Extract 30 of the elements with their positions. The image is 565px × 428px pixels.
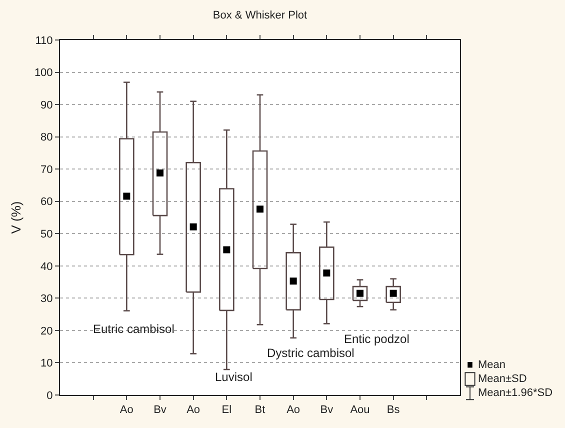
text: Mean <box>478 359 506 371</box>
annotation: Luvisol <box>215 370 252 384</box>
y-axis-title: V (%) <box>8 201 24 234</box>
annotation: Entic podzol <box>344 332 410 346</box>
x-tick-label: Ao <box>186 404 200 416</box>
chart-title: Box & Whisker Plot <box>212 9 308 22</box>
x-tick-label: Aou <box>350 404 370 416</box>
text: Mean±SD <box>478 373 527 385</box>
y-tick-label: 70 <box>40 164 53 176</box>
annotation: Dystric cambisol <box>267 346 354 360</box>
x-tick-label: Bs <box>386 404 400 416</box>
x-tick-label: Bt <box>254 404 266 416</box>
y-tick-label: 60 <box>40 196 53 208</box>
y-tick-label: 40 <box>40 260 53 273</box>
x-tick-label: Bv <box>320 404 334 416</box>
x-tick-label: Ao <box>120 404 134 416</box>
y-tick-label: 20 <box>40 325 53 338</box>
y-tick-label: 0 <box>46 390 53 402</box>
x-tick-label: Ao <box>286 404 300 416</box>
text: Mean±1.96*SD <box>478 387 553 399</box>
y-tick-label: 10 <box>40 358 53 370</box>
y-tick-label: 90 <box>40 99 53 112</box>
y-tick-label: 50 <box>40 228 53 240</box>
y-tick-label: 110 <box>35 34 53 47</box>
x-tick-label: El <box>222 404 232 416</box>
y-tick-label: 30 <box>40 293 53 306</box>
y-tick-label: 100 <box>34 67 53 80</box>
x-tick-label: Bv <box>154 404 167 416</box>
annotation: Eutric cambisol <box>93 322 174 336</box>
y-tick-label: 80 <box>40 132 53 144</box>
